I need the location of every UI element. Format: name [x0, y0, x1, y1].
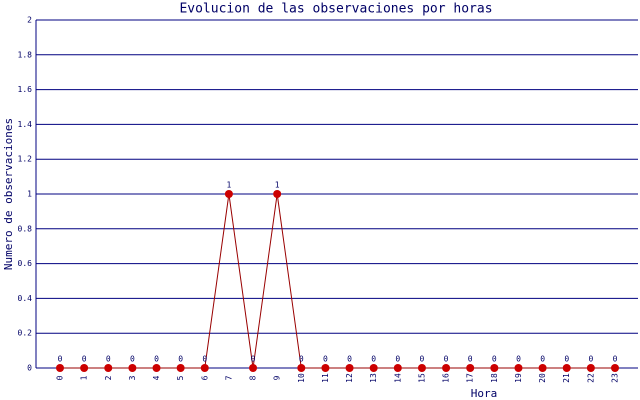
x-tick-label: 15 — [417, 373, 426, 383]
point — [273, 190, 282, 198]
data-label: 0 — [251, 355, 256, 364]
y-tick-label: 1.4 — [18, 120, 33, 129]
x-tick-label: 21 — [562, 373, 571, 383]
point — [176, 364, 185, 372]
point — [490, 364, 499, 372]
data-label: 0 — [106, 355, 111, 364]
x-tick-label: 10 — [297, 373, 306, 383]
point — [152, 364, 161, 372]
data-label: 0 — [154, 355, 159, 364]
point — [128, 364, 137, 372]
data-label: 0 — [540, 355, 545, 364]
point — [56, 364, 64, 372]
data-label: 1 — [275, 181, 280, 190]
x-tick-label: 5 — [176, 375, 185, 380]
data-label: 0 — [323, 355, 328, 364]
point — [321, 364, 330, 372]
data-label: 0 — [444, 355, 449, 364]
x-tick-label: 18 — [490, 373, 499, 383]
x-tick-label: 12 — [345, 373, 354, 383]
x-tick-label: 23 — [611, 373, 620, 383]
point — [417, 364, 426, 372]
y-tick-label: 1.2 — [18, 155, 33, 164]
point — [393, 364, 402, 372]
x-tick-label: 17 — [466, 373, 475, 383]
data-label: 0 — [564, 355, 569, 364]
point — [249, 364, 258, 372]
data-label: 0 — [492, 355, 497, 364]
x-tick-label: 3 — [128, 375, 137, 380]
y-tick-label: 0.2 — [18, 329, 33, 338]
y-tick-label: 1.8 — [18, 50, 33, 59]
y-tick-label: 0.6 — [18, 259, 33, 268]
x-tick-label: 0 — [56, 375, 65, 380]
x-tick-label: 19 — [514, 373, 523, 383]
x-tick-label: 20 — [538, 373, 547, 383]
y-tick-label: 2 — [27, 16, 32, 25]
x-tick-label: 9 — [273, 375, 282, 380]
data-label: 0 — [347, 355, 352, 364]
data-label: 0 — [299, 355, 304, 364]
data-label: 0 — [82, 355, 87, 364]
y-axis-label: Numero de observaciones — [2, 118, 15, 270]
point — [104, 364, 113, 372]
point — [224, 190, 233, 198]
data-label: 0 — [516, 355, 521, 364]
x-tick-label: 11 — [321, 373, 330, 383]
x-tick-label: 2 — [104, 375, 113, 380]
point — [514, 364, 523, 372]
x-tick-label: 7 — [224, 375, 233, 380]
x-tick-label: 4 — [152, 375, 161, 380]
x-tick-label: 14 — [393, 373, 402, 383]
data-label: 0 — [588, 355, 593, 364]
y-tick-label: 0.8 — [18, 224, 33, 233]
x-tick-label: 13 — [369, 373, 378, 383]
data-label: 0 — [613, 355, 618, 364]
point — [611, 364, 619, 372]
data-label: 0 — [371, 355, 376, 364]
point — [80, 364, 89, 372]
x-tick-label: 6 — [200, 375, 209, 380]
data-label: 0 — [395, 355, 400, 364]
point — [442, 364, 451, 372]
data-label: 0 — [202, 355, 207, 364]
y-tick-label: 0.4 — [18, 294, 33, 303]
point — [562, 364, 571, 372]
data-label: 0 — [178, 355, 183, 364]
point — [297, 364, 306, 372]
y-tick-label: 1 — [27, 190, 32, 199]
x-tick-label: 22 — [586, 373, 595, 383]
data-label: 1 — [226, 181, 231, 190]
point — [200, 364, 209, 372]
x-tick-label: 8 — [249, 375, 258, 380]
point — [345, 364, 354, 372]
x-tick-label: 1 — [80, 375, 89, 380]
x-tick-label: 16 — [442, 373, 451, 383]
y-tick-label: 0 — [27, 364, 32, 373]
data-label: 0 — [58, 355, 63, 364]
point — [538, 364, 547, 372]
data-label: 0 — [420, 355, 425, 364]
data-label: 0 — [130, 355, 135, 364]
chart-title: Evolucion de las observaciones por horas — [179, 2, 492, 17]
y-tick-label: 1.6 — [18, 85, 33, 94]
data-label: 0 — [468, 355, 473, 364]
point — [369, 364, 378, 372]
series-line — [60, 193, 615, 369]
point — [466, 364, 475, 372]
point — [586, 364, 595, 372]
x-axis-label: Hora — [471, 387, 498, 400]
